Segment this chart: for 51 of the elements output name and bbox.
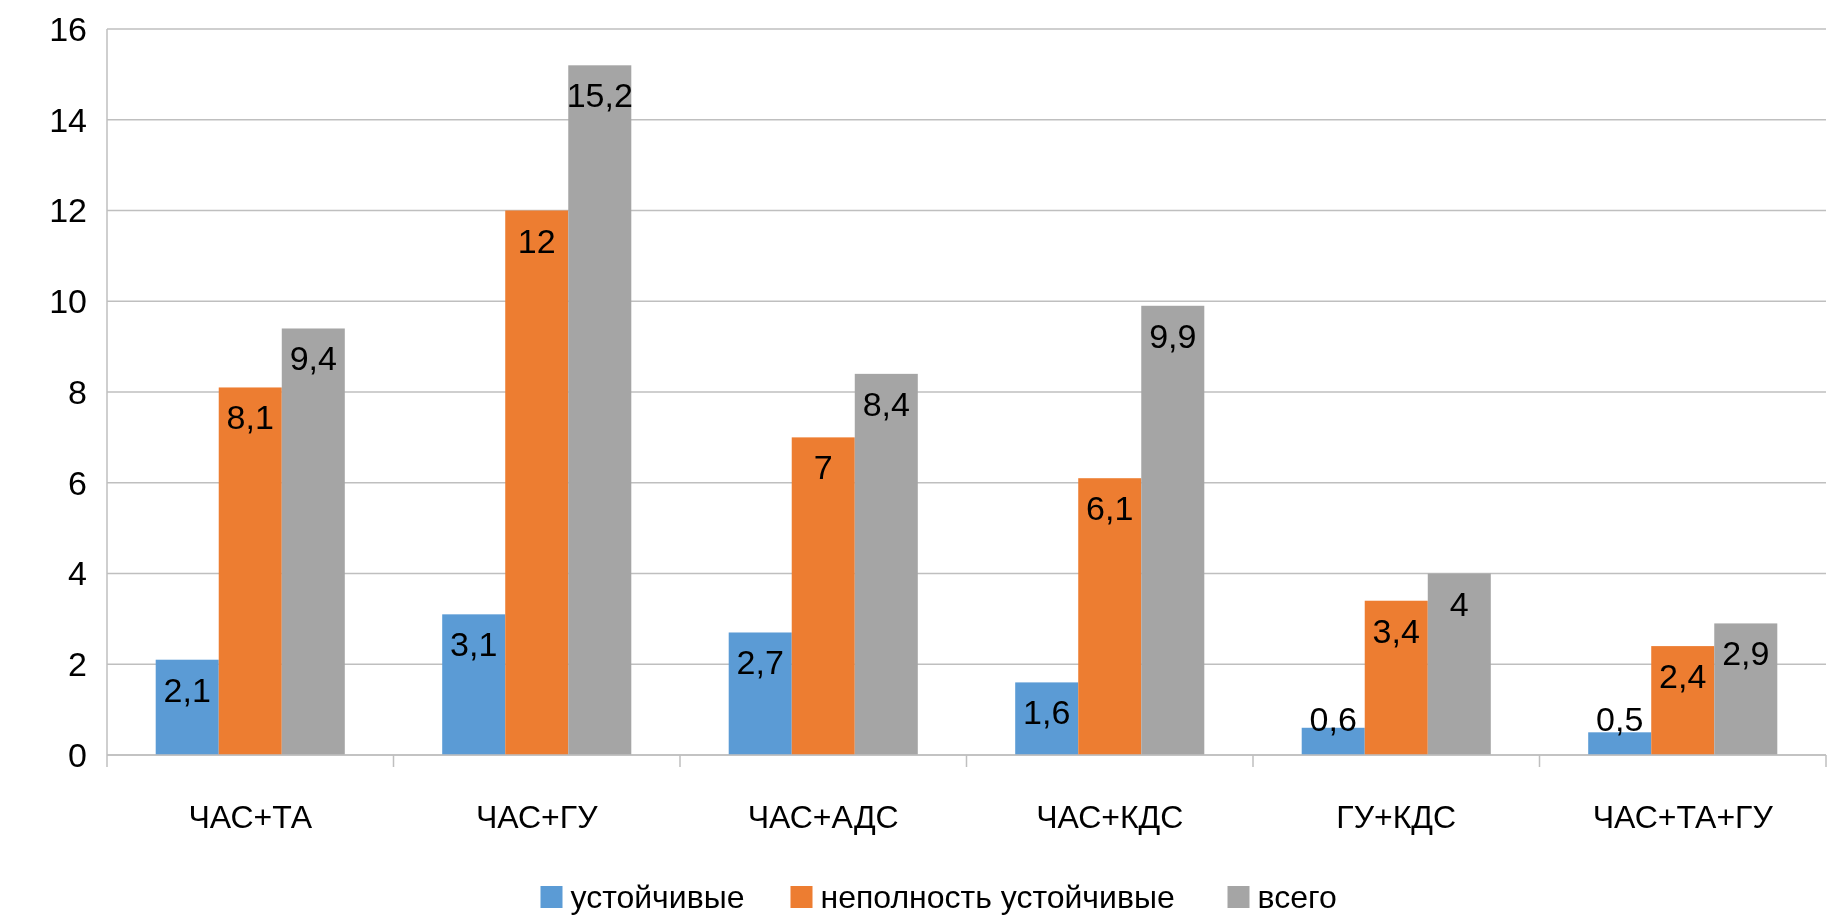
bar xyxy=(1714,623,1778,755)
bar xyxy=(155,659,219,755)
y-tick-label: 10 xyxy=(49,282,87,321)
bar xyxy=(218,387,282,755)
data-label: 3,4 xyxy=(1372,611,1420,650)
x-tick-label: ЧАС+ТА xyxy=(188,799,313,836)
y-tick-label: 4 xyxy=(68,554,87,593)
y-tick-label: 14 xyxy=(49,100,87,139)
x-tick-label: ЧАС+АДС xyxy=(747,799,899,836)
data-label: 2,4 xyxy=(1659,657,1707,696)
bar xyxy=(442,614,506,755)
y-tick-label: 12 xyxy=(49,191,87,230)
bar xyxy=(1364,600,1428,755)
x-tick-label: ЧАС+ГУ xyxy=(476,799,599,836)
x-tick-label: ГУ+КДС xyxy=(1336,799,1457,836)
legend-label: устойчивые xyxy=(570,879,745,916)
legend-label: неполность устойчивые xyxy=(820,879,1175,916)
data-label: 4 xyxy=(1449,584,1469,623)
bar xyxy=(728,632,792,755)
x-tick-label: ЧАС+ТА+ГУ xyxy=(1592,799,1774,836)
bar xyxy=(854,373,918,755)
x-tick-label: ЧАС+КДС xyxy=(1036,799,1184,836)
data-label: 9,4 xyxy=(289,339,337,378)
bar xyxy=(1078,478,1142,755)
data-label: 15,2 xyxy=(566,76,633,115)
y-tick-label: 8 xyxy=(68,372,87,411)
data-label: 8,4 xyxy=(862,384,910,423)
bar xyxy=(568,65,632,755)
y-tick-label: 16 xyxy=(49,9,87,48)
data-label: 9,9 xyxy=(1149,316,1197,355)
data-label: 2,1 xyxy=(163,670,211,709)
bar xyxy=(791,437,855,755)
data-label: 3,1 xyxy=(450,625,498,664)
data-label: 6,1 xyxy=(1086,489,1134,528)
bar xyxy=(505,210,569,755)
y-tick-label: 2 xyxy=(68,645,87,684)
bar xyxy=(281,328,345,755)
bar xyxy=(1651,646,1715,755)
data-label: 0,5 xyxy=(1596,700,1644,738)
bar xyxy=(1141,305,1205,755)
bar xyxy=(1015,682,1079,755)
legend-label: всего xyxy=(1257,879,1337,916)
data-label: 12 xyxy=(517,221,556,260)
y-tick-label: 6 xyxy=(68,463,87,502)
data-label: 2,7 xyxy=(736,643,784,682)
data-label: 1,6 xyxy=(1023,693,1071,732)
y-tick-label: 0 xyxy=(68,735,87,774)
data-label: 7 xyxy=(813,448,833,487)
data-label: 2,9 xyxy=(1722,634,1770,673)
bar xyxy=(1427,573,1491,755)
data-label: 8,1 xyxy=(226,398,274,437)
